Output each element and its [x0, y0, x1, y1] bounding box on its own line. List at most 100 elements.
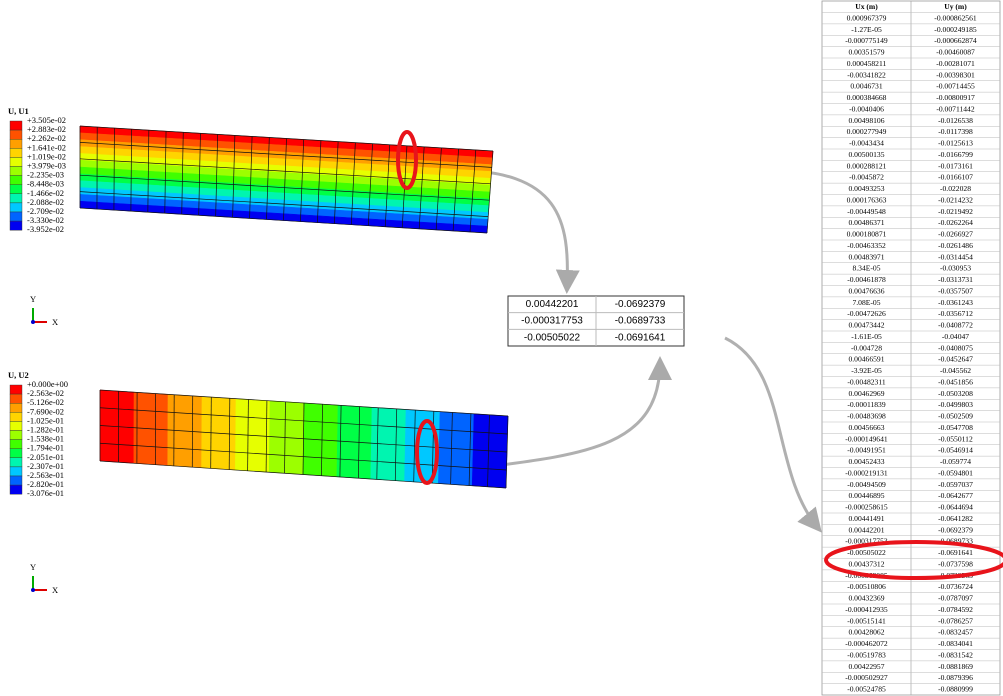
table-cell: -0.0499803	[938, 400, 973, 409]
table-cell: -0.0408772	[938, 321, 973, 330]
table-cell: -0.0736724	[938, 582, 973, 591]
table-cell: -0.0597037	[938, 480, 973, 489]
table-cell: -0.0642677	[938, 491, 973, 500]
table-cell: -0.00449548	[847, 207, 886, 216]
table-cell: -0.000412935	[845, 605, 888, 614]
table-cell: 0.000967379	[847, 13, 887, 22]
table-cell: 0.00351579	[848, 48, 884, 57]
table-cell: 0.000176363	[847, 195, 887, 204]
legend-swatch	[10, 203, 22, 212]
table-cell: -3.92E-05	[851, 366, 882, 375]
legend-swatch	[10, 449, 22, 458]
table-cell: -0.00472626	[847, 309, 886, 318]
legend-swatch	[10, 394, 22, 403]
table-cell: -0.000662874	[934, 36, 977, 45]
table-cell: -0.000775149	[845, 36, 888, 45]
table-cell: -0.00483698	[847, 412, 886, 421]
table-cell: 0.00500135	[848, 150, 884, 159]
table-cell: -0.030953	[940, 264, 971, 273]
table-cell: 0.00422957	[848, 662, 884, 671]
table-cell: 0.00498106	[848, 116, 884, 125]
table-cell: -0.0266927	[938, 230, 973, 239]
table-cell: -0.0040406	[849, 104, 884, 113]
legend-swatch	[10, 485, 22, 494]
table-cell: -0.000149641	[845, 434, 888, 443]
table-cell: 0.000384668	[847, 93, 887, 102]
table-cell: -0.0356712	[938, 309, 973, 318]
connector-arrows	[452, 170, 818, 528]
legend-title: U, U1	[8, 106, 29, 116]
table-header: Uy (m)	[944, 2, 967, 11]
table-cell: 0.00456663	[848, 423, 884, 432]
table-cell: -0.0880999	[938, 685, 973, 694]
table-cell: -0.045562	[940, 366, 971, 375]
table-cell: -0.0691641	[615, 332, 666, 343]
table-cell: -0.0361243	[938, 298, 973, 307]
table-cell: -0.0314454	[938, 252, 973, 261]
table-cell: -0.00460087	[936, 48, 975, 57]
table-cell: -0.004728	[851, 343, 882, 352]
table-cell: -0.0166799	[938, 150, 973, 159]
legend-swatch	[10, 403, 22, 412]
table-cell: -0.0451856	[938, 377, 973, 386]
figure: U, U1+3.505e-02+2.883e-02+2.262e-02+1.64…	[0, 0, 1003, 696]
table-cell: -0.00515141	[847, 616, 886, 625]
table-cell: 0.00428062	[848, 628, 884, 637]
triad-origin	[31, 588, 35, 592]
table-cell: -0.00461878	[847, 275, 886, 284]
table-cell: -0.000317753	[521, 316, 583, 327]
extract-table: 0.00442201-0.0692379-0.000317753-0.06897…	[508, 296, 684, 346]
table-cell: -0.00714455	[936, 82, 975, 91]
table-cell: -0.0786257	[938, 616, 973, 625]
table-cell: -0.000249185	[934, 25, 977, 34]
table-cell: 0.00442201	[848, 525, 884, 534]
table-cell: 0.00486371	[848, 218, 884, 227]
table-cell: 0.000180871	[847, 230, 887, 239]
legend-swatch	[10, 467, 22, 476]
table-header: Ux (m)	[855, 2, 878, 11]
table-cell: 0.00441491	[848, 514, 884, 523]
table-cell: 0.000288121	[847, 161, 887, 170]
legend-swatch	[10, 458, 22, 467]
contour-beam	[100, 390, 508, 488]
table-cell: -0.00519783	[847, 650, 886, 659]
table-cell: -0.00524785	[847, 685, 886, 694]
table-cell: 0.00452433	[848, 457, 884, 466]
results-table: Ux (m)Uy (m)0.000967379-0.000862561-1.27…	[822, 1, 1000, 695]
legend-title: U, U2	[8, 370, 29, 380]
table-cell: 0.000277949	[847, 127, 887, 136]
table-cell: -0.00505022	[524, 332, 581, 343]
triad-x-label: X	[52, 585, 58, 595]
table-cell: -0.00505022	[847, 548, 886, 557]
table-cell: -0.0644694	[938, 503, 973, 512]
legend-swatch	[10, 157, 22, 166]
table-cell: -0.0452647	[938, 355, 973, 364]
table-cell: -0.000462072	[845, 639, 888, 648]
legend-swatch	[10, 440, 22, 449]
table-cell: -0.0692379	[615, 299, 666, 310]
table-cell: -0.0641282	[938, 514, 973, 523]
legend-swatch	[10, 167, 22, 176]
table-cell: -0.0692379	[938, 525, 973, 534]
table-cell: -0.0737598	[938, 559, 973, 568]
legend-swatch	[10, 130, 22, 139]
table-cell: -0.00491951	[847, 446, 886, 455]
table-cell: -1.61E-05	[851, 332, 882, 341]
table-cell: 0.00432369	[848, 594, 884, 603]
table-cell: -0.00398301	[936, 70, 975, 79]
table-cell: -0.0408075	[938, 343, 973, 352]
table-cell: 0.00493253	[848, 184, 884, 193]
table-cell: -0.0173161	[938, 161, 973, 170]
table-cell: -0.059774	[940, 457, 971, 466]
table-cell: 7.08E-05	[852, 298, 880, 307]
table-cell: -0.0547708	[938, 423, 973, 432]
table-cell: -1.27E-05	[851, 25, 882, 34]
triad-y-label: Y	[30, 562, 36, 572]
legend-swatch	[10, 421, 22, 430]
table-cell: -0.0879396	[938, 673, 973, 682]
table-cell: -0.022028	[940, 184, 971, 193]
table-cell: -0.000258615	[845, 503, 888, 512]
table-cell: -0.0261486	[938, 241, 973, 250]
table-cell: -0.00482311	[847, 377, 886, 386]
legend-swatch	[10, 412, 22, 421]
